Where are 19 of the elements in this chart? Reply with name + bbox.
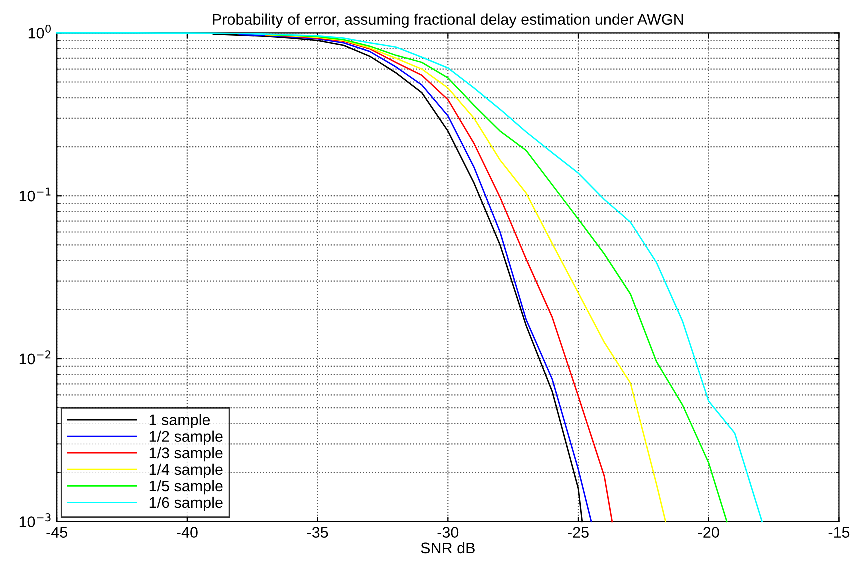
legend-label: 1 sample <box>150 414 210 429</box>
y-tick-label: 10$^{−3}$ <box>20 514 51 528</box>
y-tick-label: 10$^{−1}$ <box>20 188 51 202</box>
legend-label: 1/5 sample <box>150 480 223 495</box>
x-tick-label: -25 <box>568 527 589 538</box>
chart-title: Probability of error, assuming fractional delay estimation under AWGN <box>213 14 684 28</box>
legend-label: 1/4 sample <box>150 464 223 478</box>
y-tick-label: 10$^{−2}$ <box>20 350 51 365</box>
y-tick-label: 10$^{0}$ <box>28 24 52 39</box>
x-tick-label: -15 <box>828 527 850 538</box>
legend-label: 1/2 sample <box>150 430 223 446</box>
legend-label: 1/6 sample <box>150 496 223 512</box>
x-tick-label: -20 <box>698 527 720 538</box>
x-tick-label: -35 <box>307 527 328 538</box>
x-tick-label: -30 <box>438 527 459 538</box>
x-tick-label: -45 <box>46 527 68 538</box>
x-axis-title: SNR dB <box>421 542 475 554</box>
legend-label: 1/3 sample <box>150 447 223 462</box>
x-tick-label: -40 <box>177 527 198 538</box>
